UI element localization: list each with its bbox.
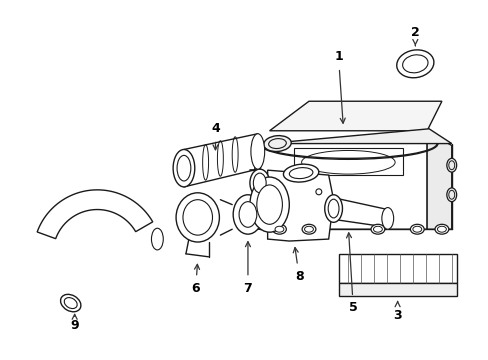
Ellipse shape: [249, 177, 289, 232]
Ellipse shape: [327, 199, 338, 218]
Ellipse shape: [177, 156, 190, 181]
Ellipse shape: [446, 188, 456, 202]
Ellipse shape: [381, 208, 393, 229]
Text: 4: 4: [211, 122, 220, 150]
Polygon shape: [254, 131, 426, 229]
Ellipse shape: [151, 228, 163, 250]
Ellipse shape: [402, 55, 427, 73]
Ellipse shape: [253, 173, 265, 193]
Ellipse shape: [409, 224, 423, 234]
Text: 6: 6: [191, 264, 200, 295]
Ellipse shape: [448, 161, 454, 170]
Polygon shape: [267, 129, 451, 144]
Ellipse shape: [373, 226, 382, 232]
Ellipse shape: [176, 193, 219, 242]
Ellipse shape: [434, 224, 448, 234]
Ellipse shape: [274, 226, 284, 232]
Text: 5: 5: [346, 233, 357, 315]
Ellipse shape: [272, 224, 286, 234]
Ellipse shape: [64, 298, 77, 309]
Ellipse shape: [173, 149, 194, 187]
Ellipse shape: [256, 185, 282, 224]
Text: 3: 3: [392, 302, 401, 322]
Ellipse shape: [283, 164, 318, 182]
Ellipse shape: [324, 195, 342, 222]
Polygon shape: [267, 170, 333, 241]
Ellipse shape: [446, 158, 456, 172]
Ellipse shape: [263, 136, 291, 152]
Text: 7: 7: [243, 242, 252, 295]
Ellipse shape: [250, 134, 264, 169]
Ellipse shape: [61, 294, 81, 312]
Ellipse shape: [448, 190, 454, 199]
Ellipse shape: [289, 168, 312, 179]
Polygon shape: [294, 148, 402, 175]
Polygon shape: [338, 283, 456, 296]
Text: 9: 9: [70, 314, 79, 332]
Ellipse shape: [412, 226, 421, 232]
Ellipse shape: [268, 139, 286, 149]
Polygon shape: [338, 254, 456, 283]
Ellipse shape: [302, 224, 315, 234]
Ellipse shape: [396, 50, 433, 78]
Polygon shape: [426, 131, 451, 229]
Ellipse shape: [249, 169, 269, 197]
Text: 2: 2: [410, 26, 419, 46]
Ellipse shape: [183, 200, 212, 235]
Ellipse shape: [304, 226, 313, 232]
Text: 8: 8: [293, 248, 303, 283]
Ellipse shape: [370, 224, 384, 234]
Ellipse shape: [437, 226, 446, 232]
Polygon shape: [37, 190, 152, 239]
Text: 1: 1: [333, 50, 345, 123]
Polygon shape: [269, 101, 441, 131]
Ellipse shape: [233, 195, 262, 234]
Ellipse shape: [315, 189, 321, 195]
Ellipse shape: [239, 202, 256, 227]
